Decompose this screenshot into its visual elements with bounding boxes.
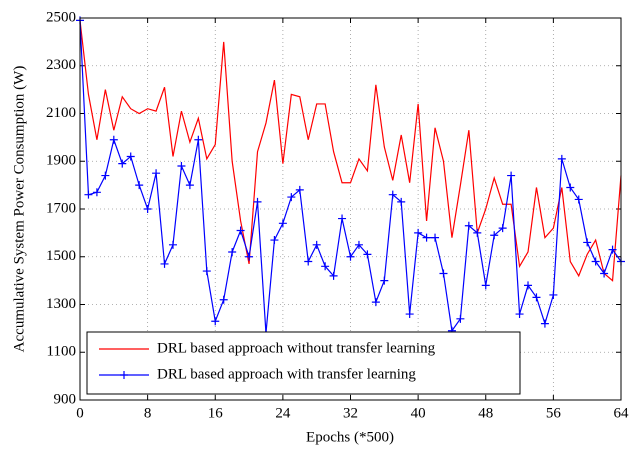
point-marker	[422, 233, 431, 242]
x-tick-label: 48	[478, 405, 493, 421]
point-marker	[270, 236, 279, 245]
point-marker	[219, 295, 228, 304]
point-marker	[473, 228, 482, 237]
legend-label: DRL based approach without transfer lear…	[157, 340, 436, 356]
x-tick-label: 0	[76, 405, 84, 421]
x-tick-label: 56	[546, 405, 562, 421]
point-marker	[109, 135, 118, 144]
point-marker	[481, 281, 490, 290]
legend-marker	[120, 371, 128, 379]
x-tick-label: 24	[275, 405, 291, 421]
point-marker	[414, 228, 423, 237]
point-marker	[524, 281, 533, 290]
point-marker	[431, 233, 440, 242]
point-marker	[574, 195, 583, 204]
point-marker	[194, 135, 203, 144]
x-tick-label: 32	[343, 405, 358, 421]
point-marker	[177, 162, 186, 171]
point-marker	[202, 267, 211, 276]
point-marker	[439, 269, 448, 278]
x-tick-label: 40	[411, 405, 426, 421]
point-marker	[549, 290, 558, 299]
y-tick-label: 2500	[46, 9, 76, 25]
point-marker	[278, 219, 287, 228]
y-tick-label: 2100	[46, 105, 76, 121]
point-marker	[388, 190, 397, 199]
y-axis-label: Accumulative System Power Consumption (W…	[11, 66, 27, 353]
point-marker	[363, 250, 372, 259]
point-marker	[405, 310, 414, 319]
x-axis-label: Epochs (*500)	[306, 429, 394, 445]
legend-box	[86, 331, 521, 395]
point-marker	[380, 276, 389, 285]
point-marker	[371, 298, 380, 307]
point-marker	[583, 238, 592, 247]
point-marker	[490, 231, 499, 240]
point-marker	[346, 252, 355, 261]
point-marker	[236, 226, 245, 235]
y-tick-label: 1700	[46, 200, 76, 216]
y-tick-label: 1900	[46, 153, 76, 169]
point-marker	[498, 224, 507, 233]
point-marker	[507, 171, 516, 180]
point-marker	[152, 169, 161, 178]
y-tick-label: 900	[54, 391, 77, 407]
x-tick-label: 16	[208, 405, 224, 421]
point-marker	[253, 197, 262, 206]
point-marker	[185, 181, 194, 190]
point-marker	[532, 293, 541, 302]
point-marker	[312, 240, 321, 249]
x-tick-label: 64	[614, 405, 630, 421]
point-marker	[92, 188, 101, 197]
point-marker	[591, 257, 600, 266]
point-marker	[515, 310, 524, 319]
point-marker	[557, 154, 566, 163]
point-marker	[464, 221, 473, 230]
point-marker	[321, 262, 330, 271]
point-marker	[287, 193, 296, 202]
point-marker	[245, 252, 254, 261]
point-marker	[118, 159, 127, 168]
x-tick-label: 8	[144, 405, 152, 421]
point-marker	[304, 257, 313, 266]
point-marker	[101, 171, 110, 180]
legend-label: DRL based approach with transfer learnin…	[157, 366, 416, 382]
point-marker	[160, 259, 169, 268]
series-line	[79, 20, 622, 282]
point-marker	[600, 269, 609, 278]
point-marker	[566, 183, 575, 192]
y-tick-label: 1300	[46, 296, 76, 312]
point-marker	[540, 319, 549, 328]
point-marker	[168, 240, 177, 249]
point-marker	[329, 271, 338, 280]
y-tick-label: 2300	[46, 57, 76, 73]
point-marker	[211, 317, 220, 326]
point-marker	[354, 240, 363, 249]
point-marker	[295, 185, 304, 194]
point-marker	[143, 205, 152, 213]
point-marker	[135, 181, 144, 190]
point-marker	[338, 214, 347, 223]
point-marker	[228, 247, 237, 256]
point-marker	[397, 197, 406, 206]
y-tick-label: 1500	[46, 248, 76, 264]
point-marker	[126, 152, 135, 161]
point-marker	[456, 314, 465, 323]
y-tick-label: 1100	[47, 344, 76, 360]
point-marker	[608, 245, 617, 254]
plot-frame	[79, 17, 622, 401]
point-marker	[84, 190, 93, 199]
